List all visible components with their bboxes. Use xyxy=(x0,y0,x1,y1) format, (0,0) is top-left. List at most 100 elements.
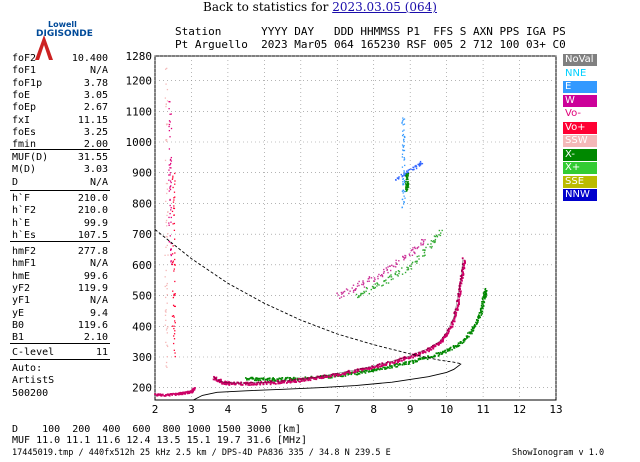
sporadic-echo-point xyxy=(173,263,176,266)
sporadic-echo-point xyxy=(174,294,176,296)
statistics-date-link[interactable]: 2023.03.05 (064) xyxy=(332,0,437,14)
sporadic-echo-point xyxy=(172,296,175,299)
sporadic-echo-point xyxy=(174,238,176,240)
e-layer-point xyxy=(188,390,191,393)
x-trace-point xyxy=(433,355,435,358)
o-trace-point xyxy=(412,354,415,357)
param-row: h`Es 107.5 xyxy=(12,229,108,242)
o-trace-point xyxy=(394,360,397,363)
param-value: 2.00 xyxy=(83,139,108,151)
sporadic-echo-point xyxy=(164,296,167,299)
param-label: hmF2 xyxy=(12,246,37,257)
o-trace-point xyxy=(457,302,460,305)
e-layer-point xyxy=(160,394,163,396)
sporadic-echo-point xyxy=(402,130,404,132)
sporadic-diagonal-point xyxy=(407,171,409,174)
x-trace-point xyxy=(485,295,487,298)
second-hop-o-point xyxy=(340,291,343,294)
o-trace-model-line xyxy=(213,258,464,384)
o-trace-point xyxy=(265,383,268,385)
sporadic-echo-point xyxy=(170,127,173,130)
sporadic-echo-point xyxy=(406,186,408,189)
sporadic-echo-point xyxy=(405,182,407,184)
sporadic-echo-point xyxy=(174,330,176,332)
param-value: 3.25 xyxy=(83,126,108,138)
sporadic-echo-point xyxy=(407,184,409,187)
o-trace-point xyxy=(277,382,280,384)
x-trace-point xyxy=(480,310,482,313)
x-trace-point xyxy=(296,377,299,380)
sporadic-echo-point xyxy=(164,68,167,70)
x-trace-point xyxy=(358,373,361,375)
e-layer-point xyxy=(155,394,158,397)
second-hop-o-point xyxy=(343,295,345,297)
x-trace-point xyxy=(268,379,271,381)
second-hop-x-point xyxy=(357,296,359,299)
x-trace-point xyxy=(327,375,330,378)
sporadic-echo-point xyxy=(169,172,172,174)
sporadic-echo-point xyxy=(403,149,406,152)
o-trace-point xyxy=(368,368,371,371)
param-row: foF1 N/A xyxy=(12,64,108,77)
second-hop-o-point xyxy=(363,286,366,288)
o-trace-point xyxy=(308,378,311,381)
footer-meta-row: 17445019.tmp / 440fx512h 25 kHz 2.5 km /… xyxy=(12,448,391,458)
x-trace-point xyxy=(449,346,452,349)
second-hop-x-point xyxy=(416,255,418,258)
sporadic-echo-point xyxy=(173,270,175,272)
o-trace-point xyxy=(458,293,461,296)
x-trace-point xyxy=(281,377,283,379)
e-layer-point xyxy=(192,388,195,390)
x-trace-point xyxy=(292,377,294,380)
sporadic-echo-point xyxy=(404,164,406,167)
o-trace-point xyxy=(433,345,436,348)
sporadic-echo-point xyxy=(165,103,167,106)
second-hop-x-point xyxy=(371,285,374,288)
x-trace-point xyxy=(277,378,280,381)
x-trace-point xyxy=(265,378,268,381)
second-hop-o-point xyxy=(381,275,384,278)
param-value: N/A xyxy=(89,258,108,270)
x-trace-point xyxy=(297,379,299,381)
e-layer-point xyxy=(163,395,166,397)
param-value: 3.05 xyxy=(83,89,108,101)
o-trace-point xyxy=(461,266,464,269)
second-hop-o-point xyxy=(386,268,389,271)
sporadic-echo-point xyxy=(174,258,176,261)
x-trace-point xyxy=(464,338,467,340)
o-trace-point xyxy=(218,381,221,384)
second-hop-o-point xyxy=(343,290,346,293)
sporadic-echo-point xyxy=(402,145,404,148)
sporadic-echo-point xyxy=(173,338,176,340)
o-trace-point xyxy=(428,350,430,353)
sporadic-diagonal-point xyxy=(404,173,406,175)
x-trace-point xyxy=(481,312,483,315)
second-hop-x-point xyxy=(433,240,435,242)
second-hop-x-point xyxy=(414,261,417,263)
x-trace-point xyxy=(415,360,417,363)
o-trace-point xyxy=(344,373,347,375)
second-hop-o-point xyxy=(368,277,371,279)
param-row: B0 119.6 xyxy=(12,319,108,332)
sporadic-echo-point xyxy=(405,175,407,178)
header-row1: Station YYYY DAY DDD HHMMSS P1 FFS S AXN… xyxy=(175,25,566,38)
o-trace-point xyxy=(297,380,300,383)
sporadic-echo-point xyxy=(172,177,174,179)
o-trace-point xyxy=(403,356,406,358)
x-trace-point xyxy=(457,345,460,348)
x-trace-point xyxy=(369,370,371,373)
o-trace-point xyxy=(237,381,240,384)
sporadic-echo-point xyxy=(402,133,405,136)
second-hop-o-point xyxy=(354,289,356,291)
sporadic-echo-point xyxy=(403,171,405,173)
o-trace-point xyxy=(354,371,357,373)
param-row: foF2 10.400 xyxy=(12,52,108,65)
o-trace-point xyxy=(361,369,364,372)
x-trace-point xyxy=(448,348,451,350)
sporadic-echo-point xyxy=(407,173,409,175)
o-trace-point xyxy=(213,378,216,381)
e-layer-point xyxy=(168,394,171,397)
o-trace-point xyxy=(416,354,418,356)
x-trace-point xyxy=(405,363,407,365)
x-tick-label: 5 xyxy=(261,403,268,416)
